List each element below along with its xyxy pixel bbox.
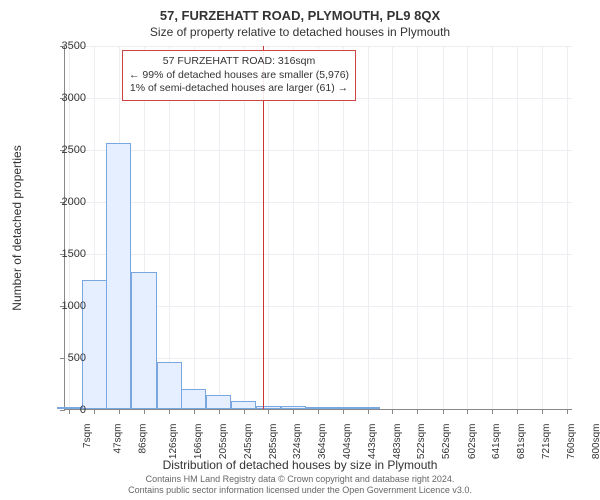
annotation-line2: ← 99% of detached houses are smaller (5,… — [129, 69, 349, 83]
xtick-label: 483sqm — [392, 424, 403, 460]
xtick-mark — [392, 409, 393, 414]
xtick-label: 364sqm — [317, 424, 328, 460]
xtick-label: 245sqm — [243, 424, 254, 460]
gridline-v — [492, 46, 493, 409]
xtick-label: 86sqm — [137, 424, 148, 454]
xtick-label: 562sqm — [442, 424, 453, 460]
chart-container: 57, FURZEHATT ROAD, PLYMOUTH, PL9 8QX Si… — [0, 0, 600, 500]
ytick-label: 1000 — [42, 300, 86, 312]
annotation-box: 57 FURZEHATT ROAD: 316sqm ← 99% of detac… — [122, 50, 356, 101]
histogram-bar — [131, 272, 156, 409]
xtick-label: 641sqm — [491, 424, 502, 460]
chart-title: 57, FURZEHATT ROAD, PLYMOUTH, PL9 8QX — [0, 0, 600, 23]
xtick-label: 800sqm — [591, 424, 600, 460]
histogram-bar — [206, 395, 231, 409]
xtick-label: 404sqm — [342, 424, 353, 460]
y-axis-label: Number of detached properties — [10, 145, 24, 310]
gridline-v — [368, 46, 369, 409]
xtick-mark — [119, 409, 120, 414]
xtick-mark — [219, 409, 220, 414]
xtick-label: 522sqm — [416, 424, 427, 460]
footer: Contains HM Land Registry data © Crown c… — [0, 474, 600, 496]
gridline-v — [567, 46, 568, 409]
histogram-bar — [355, 407, 380, 409]
xtick-mark — [293, 409, 294, 414]
xtick-mark — [144, 409, 145, 414]
gridline-v — [392, 46, 393, 409]
ytick-label: 3000 — [42, 92, 86, 104]
xtick-mark — [492, 409, 493, 414]
xtick-mark — [244, 409, 245, 414]
xtick-mark — [368, 409, 369, 414]
gridline-v — [517, 46, 518, 409]
histogram-bar — [181, 389, 206, 409]
annotation-line1: 57 FURZEHATT ROAD: 316sqm — [129, 55, 349, 69]
ytick-label: 2000 — [42, 196, 86, 208]
xtick-label: 681sqm — [516, 424, 527, 460]
xtick-label: 324sqm — [292, 424, 303, 460]
xtick-label: 760sqm — [566, 424, 577, 460]
xtick-mark — [318, 409, 319, 414]
xtick-mark — [467, 409, 468, 414]
gridline-v — [542, 46, 543, 409]
xtick-label: 205sqm — [218, 424, 229, 460]
footer-line2: Contains public sector information licen… — [0, 485, 600, 496]
ytick-label: 1500 — [42, 248, 86, 260]
ytick-label: 3500 — [42, 40, 86, 52]
gridline-v — [467, 46, 468, 409]
xtick-label: 721sqm — [541, 424, 552, 460]
ytick-label: 500 — [42, 352, 86, 364]
xtick-mark — [343, 409, 344, 414]
footer-line1: Contains HM Land Registry data © Crown c… — [0, 474, 600, 485]
xtick-mark — [94, 409, 95, 414]
annotation-line3: 1% of semi-detached houses are larger (6… — [129, 82, 349, 96]
ytick-label: 2500 — [42, 144, 86, 156]
gridline-v — [417, 46, 418, 409]
xtick-label: 47sqm — [113, 424, 124, 454]
xtick-mark — [542, 409, 543, 414]
xtick-mark — [194, 409, 195, 414]
xtick-mark — [567, 409, 568, 414]
chart-area: 57 FURZEHATT ROAD: 316sqm ← 99% of detac… — [64, 46, 572, 410]
histogram-bar — [330, 407, 355, 409]
xtick-label: 602sqm — [467, 424, 478, 460]
gridline-v — [443, 46, 444, 409]
xtick-mark — [517, 409, 518, 414]
histogram-bar — [306, 407, 331, 409]
xtick-mark — [268, 409, 269, 414]
histogram-bar — [106, 143, 131, 409]
xtick-mark — [417, 409, 418, 414]
xtick-label: 443sqm — [367, 424, 378, 460]
xtick-mark — [443, 409, 444, 414]
histogram-bar — [256, 406, 281, 409]
histogram-bar — [231, 401, 256, 409]
histogram-bar — [157, 362, 182, 409]
xtick-label: 285sqm — [268, 424, 279, 460]
ytick-label: 0 — [42, 404, 86, 416]
histogram-bar — [281, 406, 306, 409]
chart-subtitle: Size of property relative to detached ho… — [0, 23, 600, 39]
xtick-label: 7sqm — [82, 424, 93, 448]
xtick-label: 166sqm — [193, 424, 204, 460]
xtick-mark — [169, 409, 170, 414]
x-axis-label: Distribution of detached houses by size … — [0, 458, 600, 472]
xtick-label: 126sqm — [168, 424, 179, 460]
